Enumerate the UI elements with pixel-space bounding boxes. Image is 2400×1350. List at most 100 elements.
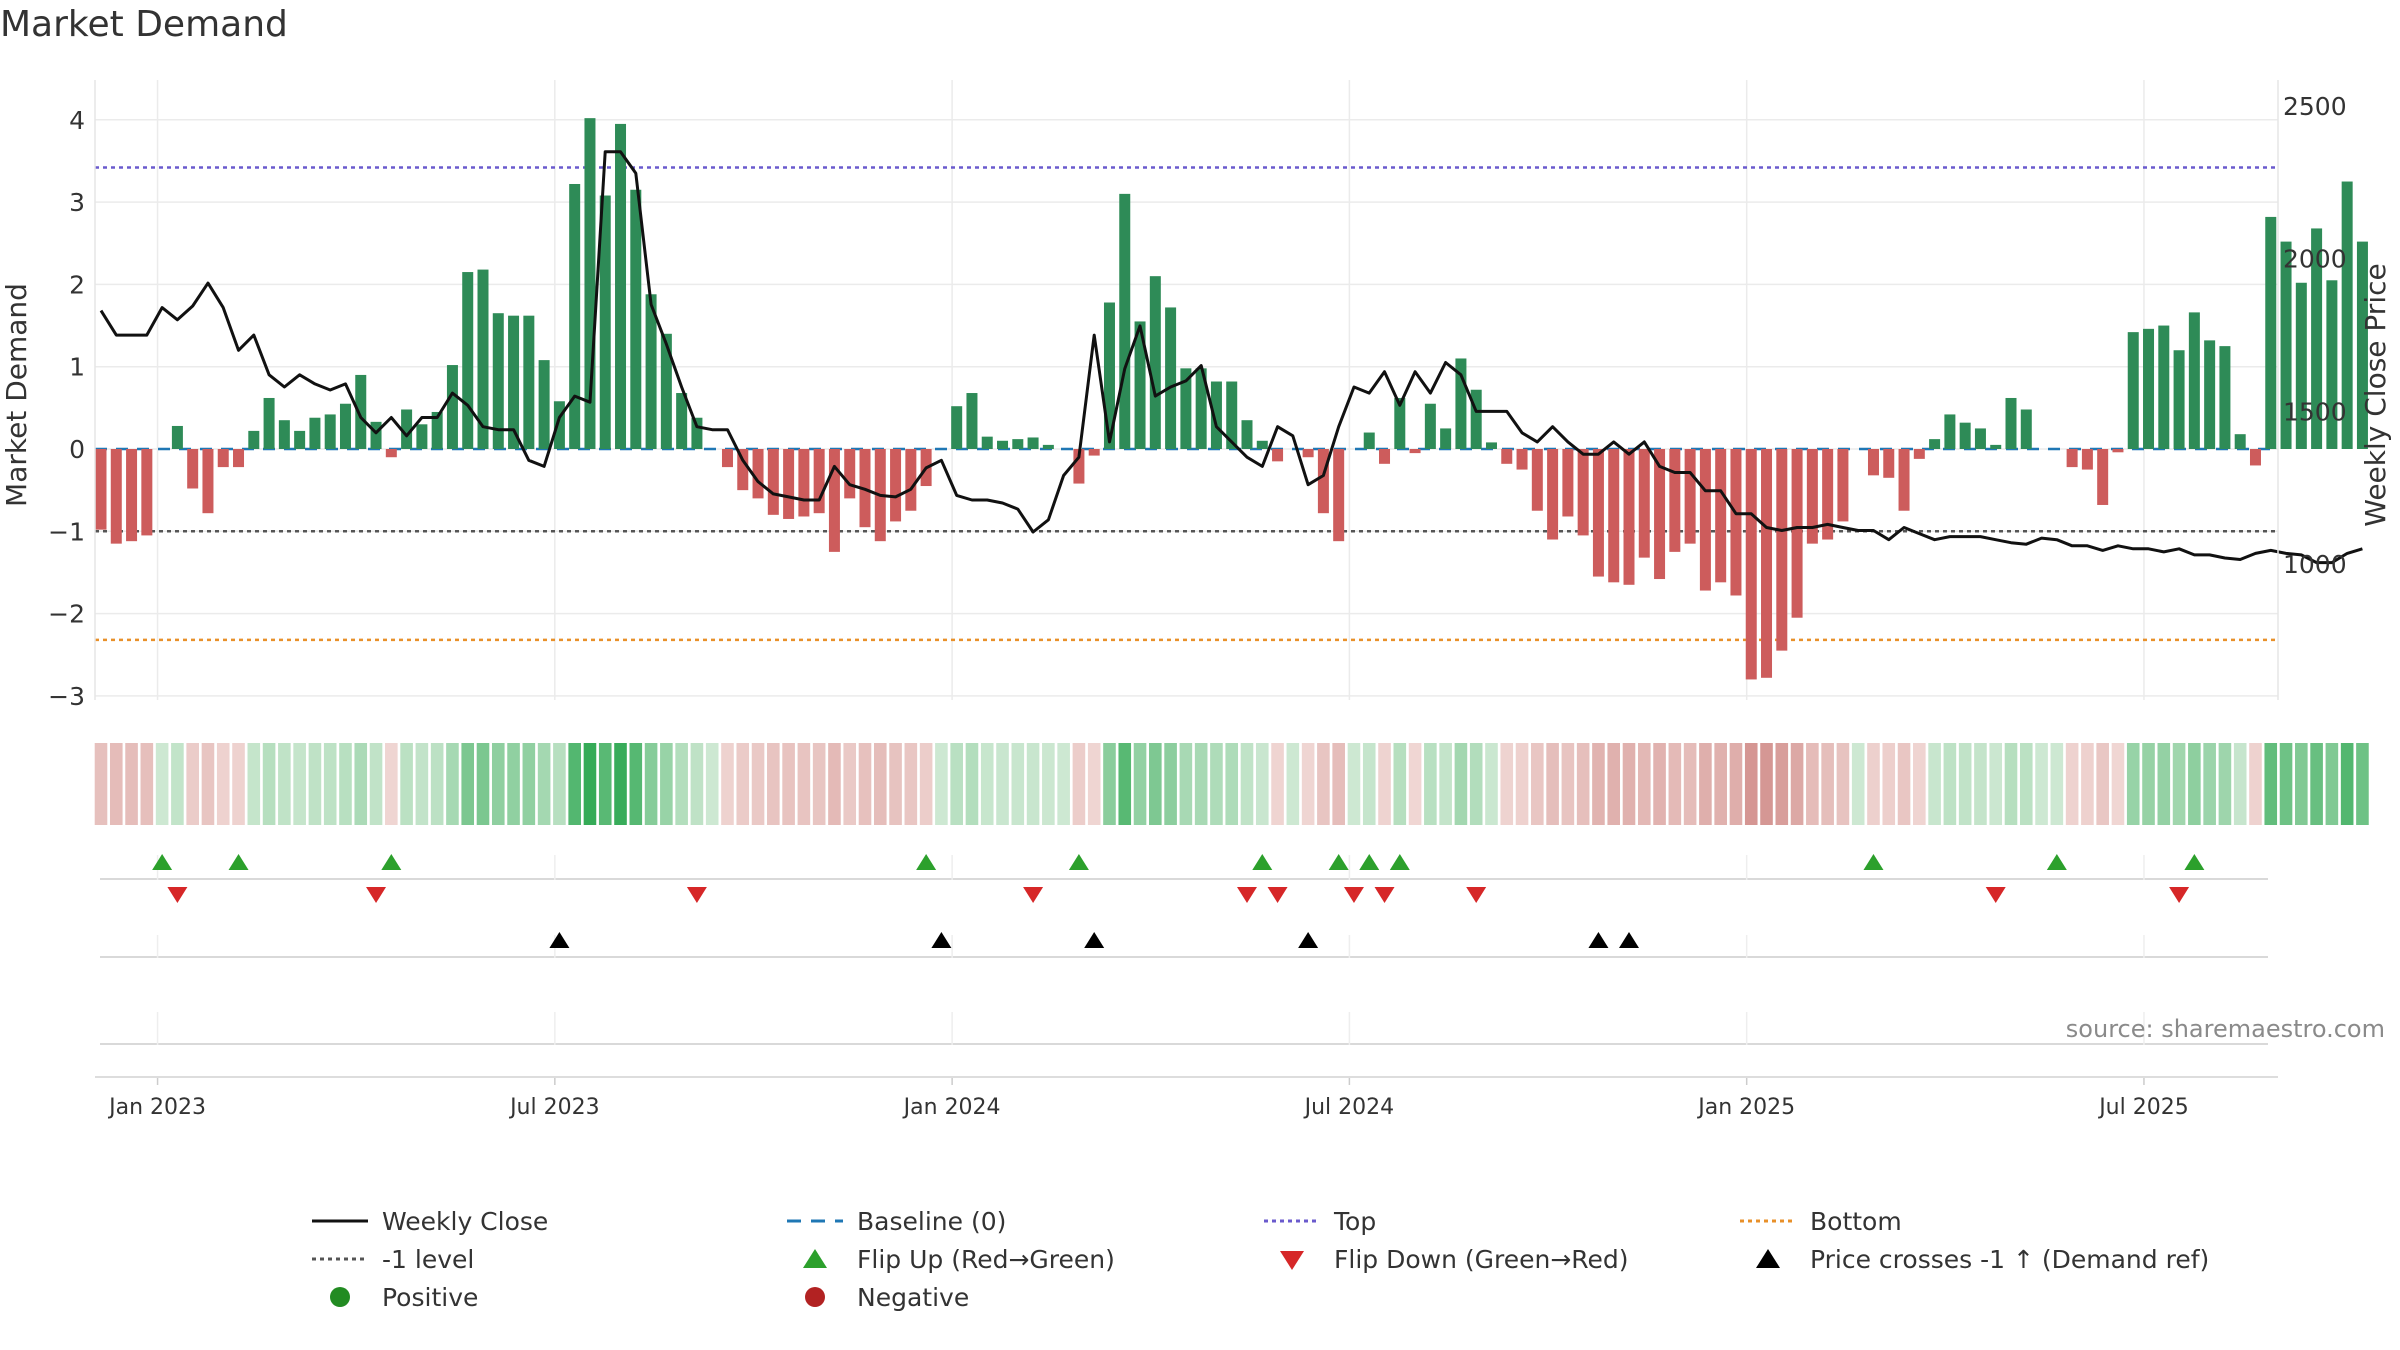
demand-bar [431, 411, 443, 449]
heat-cell [1454, 743, 1468, 825]
demand-bar [1929, 439, 1941, 449]
demand-bar [110, 449, 122, 544]
heat-cell [1775, 743, 1789, 825]
flip-up-marker [1863, 854, 1884, 870]
heat-cell [1149, 743, 1162, 825]
flip-down-marker [1374, 887, 1395, 903]
demand-bar [1791, 449, 1803, 618]
demand-bar [171, 425, 183, 449]
heat-cell [2111, 743, 2125, 825]
flip-down-marker [1023, 887, 1044, 903]
flip-up-marker [1389, 854, 1410, 870]
heat-cell [614, 743, 627, 825]
heat-cell [415, 743, 429, 825]
heat-cell [675, 743, 688, 825]
heat-cell [1042, 743, 1055, 825]
flip-down-marker [686, 887, 707, 903]
heat-cell [1378, 743, 1391, 825]
demand-bar [1562, 449, 1574, 517]
demand-bar [2081, 449, 2093, 470]
demand-bar [1715, 449, 1727, 583]
heat-cell [2065, 743, 2079, 825]
demand-bar [599, 195, 611, 449]
flip-up-marker [381, 854, 402, 870]
demand-bar [1042, 444, 1054, 449]
demand-bar [1424, 403, 1436, 449]
demand-bar [1990, 444, 2002, 449]
y-tick-label-left: −2 [48, 600, 85, 629]
demand-bar [1699, 449, 1711, 591]
demand-bar [2280, 241, 2292, 449]
demand-bar [2158, 325, 2170, 449]
heat-cell [736, 743, 750, 825]
legend-item-flip-down: Flip Down (Green→Red) [1262, 1243, 1629, 1274]
heat-cell [1271, 743, 1284, 825]
demand-bar [2188, 312, 2200, 449]
y-tick-label-left: 4 [69, 106, 85, 135]
heat-cell [125, 743, 138, 825]
demand-bar [294, 430, 306, 449]
heat-cell [660, 743, 673, 825]
y-tick-label-right: 1000 [2283, 550, 2347, 579]
heat-cell [1057, 743, 1070, 825]
heat-cell [1179, 743, 1193, 825]
y-axis-label-right: Weekly Close Price [2359, 263, 2392, 526]
demand-bar [492, 313, 504, 449]
demand-bar [1363, 432, 1375, 449]
heat-cell [369, 743, 383, 825]
heat-cell [1897, 743, 1911, 825]
demand-bar [691, 417, 703, 449]
heat-cell [1118, 743, 1132, 825]
heat-cell [1821, 743, 1834, 825]
heat-cell [873, 743, 887, 825]
heat-cell [430, 743, 444, 825]
heat-cell [1194, 743, 1208, 825]
flip-down-marker [1237, 887, 1257, 903]
heat-cell [797, 743, 811, 825]
demand-bar [2295, 282, 2307, 449]
demand-bar [752, 449, 764, 499]
y-tick-label-right: 2000 [2283, 245, 2347, 274]
demand-bar [1730, 449, 1742, 596]
flip-up-icon [785, 1244, 845, 1274]
demand-bar [1547, 449, 1559, 540]
demand-bar [2326, 280, 2338, 449]
heat-cell [1974, 743, 1987, 825]
flip-up-marker [1328, 854, 1349, 870]
legend-swatch-top [1262, 1206, 1322, 1236]
heat-cell [308, 743, 322, 825]
cross-marker [931, 932, 952, 948]
demand-bar [2219, 346, 2231, 449]
heat-cell [1637, 743, 1651, 825]
demand-heat-strip [94, 743, 2369, 825]
heat-cell [812, 743, 826, 825]
heat-cell [2233, 743, 2247, 825]
demand-bar [1073, 449, 1085, 484]
flip-down-marker [1267, 887, 1288, 903]
heat-cell [1332, 743, 1345, 825]
heat-cell [858, 743, 872, 825]
demand-bar [95, 449, 107, 530]
heat-cell [2172, 743, 2186, 825]
demand-bar [126, 449, 138, 542]
heat-cell [2310, 743, 2323, 825]
demand-bar [538, 360, 550, 449]
demand-bar [462, 272, 474, 449]
demand-bar [1623, 449, 1635, 585]
heat-cell [1286, 743, 1300, 825]
heat-cell [446, 743, 459, 825]
demand-bar [1012, 439, 1024, 449]
heat-cell [2050, 743, 2064, 825]
flip-up-marker [1068, 854, 1089, 870]
heat-cell [522, 743, 536, 825]
demand-bar [905, 449, 917, 511]
heat-cell [201, 743, 215, 825]
heat-cell [232, 743, 245, 825]
demand-bar [1608, 449, 1620, 583]
legend-label: Positive [382, 1282, 479, 1312]
demand-bar [339, 403, 351, 449]
heat-cell [1164, 743, 1177, 825]
heat-cell [644, 743, 658, 825]
demand-bar [630, 189, 642, 449]
heat-cell [1469, 743, 1483, 825]
